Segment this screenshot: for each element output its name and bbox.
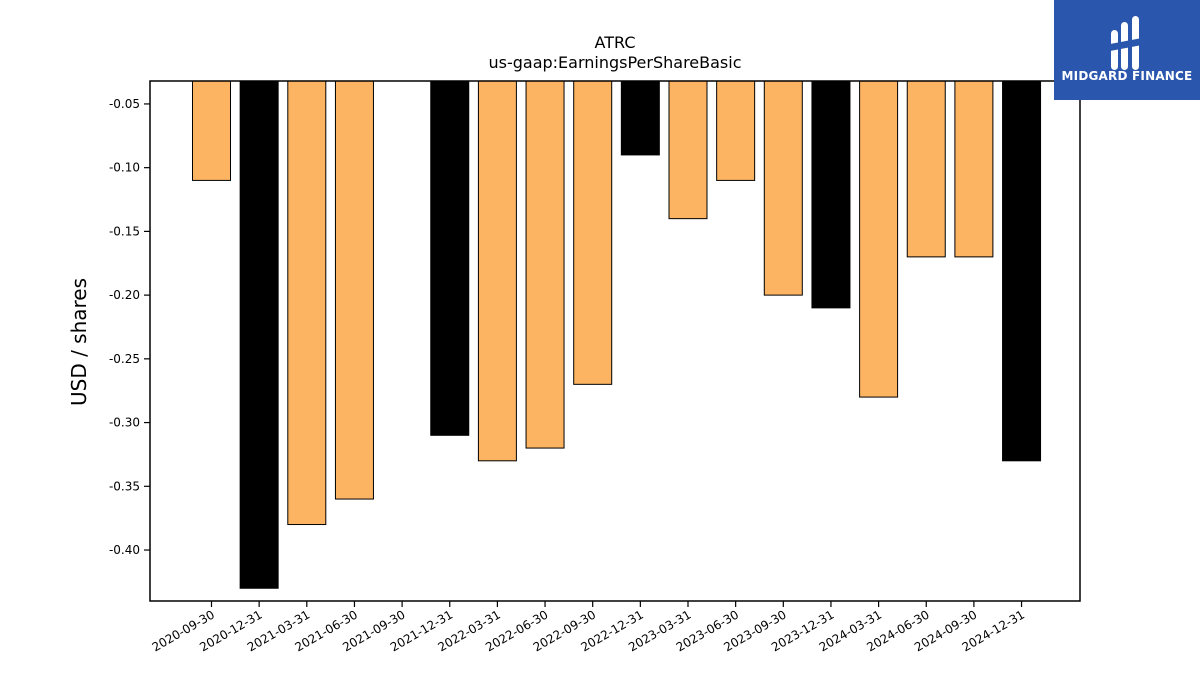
- bar-2021-06-30: [334, 80, 374, 500]
- y-tick-label: -0.20: [109, 288, 140, 302]
- chart-title: ATRC: [595, 33, 636, 52]
- bar-2022-06-30: [525, 80, 565, 449]
- midgard-logo-icon: [1110, 16, 1142, 70]
- y-axis-label: USD / shares: [67, 278, 91, 406]
- bar-2023-03-31: [668, 80, 708, 220]
- chart-subtitle: us-gaap:EarningsPerShareBasic: [488, 53, 741, 72]
- bar-2021-03-31: [287, 80, 327, 526]
- plot-frame: [149, 80, 1081, 602]
- y-tick-label: -0.15: [109, 224, 140, 238]
- bar-2020-12-31: [239, 80, 279, 589]
- y-tick-label: -0.30: [109, 416, 140, 430]
- bar-2023-09-30: [763, 80, 803, 296]
- bar-2021-12-31: [430, 80, 470, 436]
- bars-group: [192, 80, 1042, 589]
- bar-2024-12-31: [1002, 80, 1042, 462]
- bar-2024-09-30: [954, 80, 994, 258]
- bar-2020-09-30: [192, 80, 231, 181]
- midgard-finance-logo: MIDGARD FINANCE: [1054, 0, 1200, 100]
- bar-2023-06-30: [716, 80, 756, 181]
- bar-2022-09-30: [573, 80, 613, 385]
- y-tick-label: -0.05: [109, 97, 140, 111]
- y-tick-label: -0.10: [109, 161, 140, 175]
- y-tick-label: -0.25: [109, 352, 140, 366]
- bar-2024-06-30: [906, 80, 946, 258]
- bar-2023-12-31: [811, 80, 851, 309]
- bar-2024-03-31: [859, 80, 899, 398]
- x-axis: 2020-09-302020-12-312021-03-312021-06-30…: [150, 601, 1027, 654]
- logo-text: MIDGARD FINANCE: [1061, 69, 1193, 83]
- bar-2022-12-31: [620, 80, 660, 156]
- y-tick-label: -0.35: [109, 479, 140, 493]
- y-axis: -0.05 -0.10 -0.15 -0.20 -0.25 -0.30 -0.35 -0.40: [109, 97, 150, 557]
- bar-2022-03-31: [477, 80, 517, 462]
- y-tick-label: -0.40: [109, 543, 140, 557]
